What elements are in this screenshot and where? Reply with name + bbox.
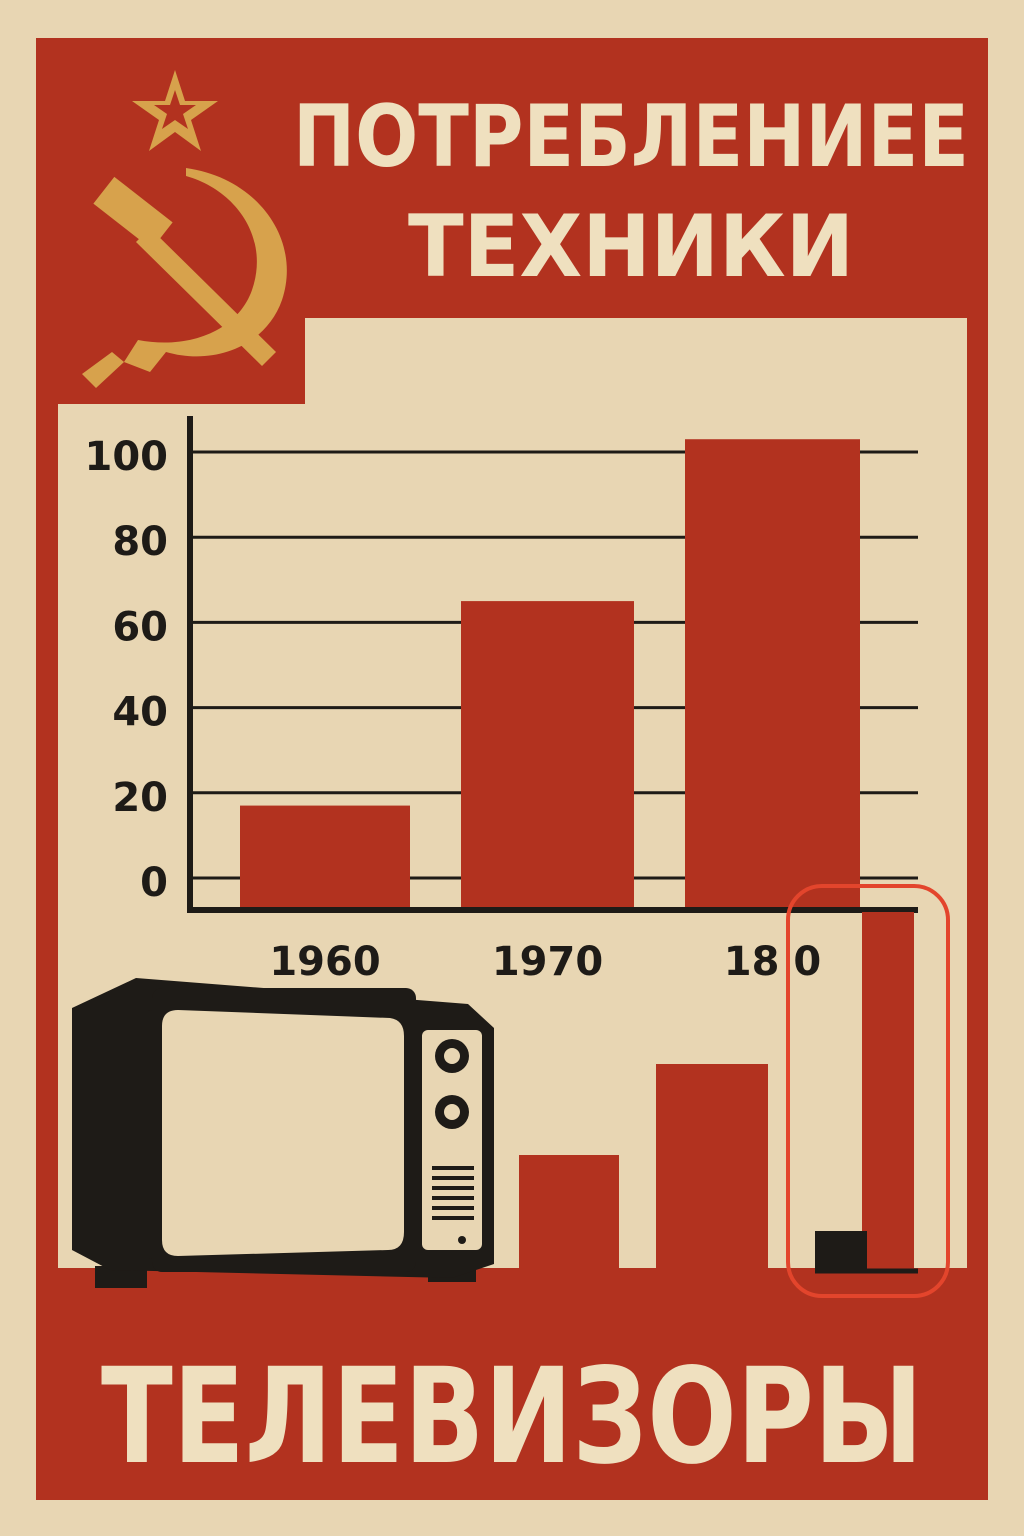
x-category-label: 18 0 (724, 939, 821, 985)
bars (240, 439, 860, 908)
bar (685, 439, 860, 908)
y-tick-label: 60 (112, 604, 168, 650)
small-dark-bar (815, 1231, 867, 1271)
bar (240, 805, 410, 908)
x-category-label: 1960 (269, 939, 380, 985)
y-tick-label: 80 (112, 519, 168, 565)
y-axis-ticks: 0 20 40 60 80 100 (85, 434, 169, 906)
deco-bar-small (519, 1155, 619, 1270)
highlight-outline (786, 884, 950, 1298)
bar-chart: 0 20 40 60 80 100 1960 1970 18 0 (85, 416, 918, 985)
emblem (82, 70, 287, 388)
y-tick-label: 100 (85, 434, 169, 480)
hammer-sickle-icon (82, 168, 287, 388)
title-line-1: ПОТРЕБЛЕНИЕЕ (293, 87, 969, 187)
y-tick-label: 0 (140, 860, 168, 906)
y-tick-label: 40 (112, 690, 168, 736)
extended-bar (862, 912, 914, 1270)
title-line-2: ТЕХНИКИ (408, 197, 854, 297)
x-axis-categories: 1960 1970 18 0 (269, 939, 821, 985)
x-category-label: 1970 (492, 939, 603, 985)
bar (461, 601, 634, 908)
y-tick-label: 20 (112, 775, 168, 821)
bottom-label: ТЕЛЕВИЗОРЫ (101, 1340, 923, 1494)
television-icon (72, 978, 494, 1288)
deco-bar-tall (656, 1064, 768, 1270)
